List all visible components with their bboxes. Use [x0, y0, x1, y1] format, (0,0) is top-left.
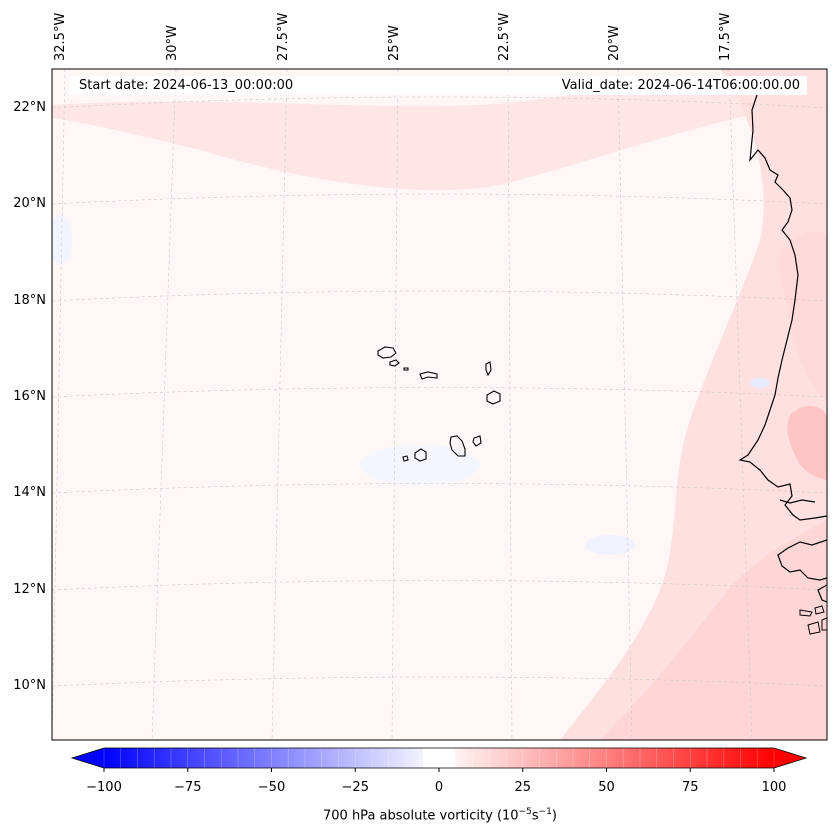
negative-vorticity-patch	[360, 445, 480, 485]
island-sao-nicolau	[419, 371, 438, 380]
island-santiago	[449, 435, 466, 457]
colorbar-tick-label: 100	[761, 780, 787, 795]
start-date-label: Start date: 2024-06-13_00:00:00	[79, 78, 294, 93]
latitude-label: 16°N	[13, 389, 46, 404]
longitude-label: 32.5°W	[53, 12, 68, 61]
colorbar-label: 700 hPa absolute vorticity (10−5s−1)	[323, 807, 557, 824]
colorbar-white-center	[423, 748, 455, 768]
valid-date-label: Valid_date: 2024-06-14T06:00:00.00	[561, 78, 800, 93]
graticule	[52, 69, 827, 740]
island-sal	[485, 361, 492, 377]
colorbar-tick-label: −25	[341, 780, 369, 795]
longitude-label: 17.5°W	[718, 12, 733, 61]
colorbar-extend-low	[72, 748, 104, 768]
colorbar-extend-high	[774, 748, 806, 768]
map-frame	[51, 68, 828, 741]
longitude-label: 20°W	[607, 25, 622, 61]
negative-vorticity-patch	[585, 535, 635, 555]
island-boa-vista	[486, 390, 501, 405]
longitude-label: 22.5°W	[497, 12, 512, 61]
longitude-label: 27.5°W	[276, 12, 291, 61]
latitude-label: 22°N	[13, 100, 46, 115]
strong-positive-vorticity-patch	[787, 405, 827, 480]
island-fogo	[414, 448, 427, 462]
date-header-strip	[70, 76, 807, 95]
latitude-label: 20°N	[13, 196, 46, 211]
colorbar-tick-label: 75	[681, 780, 699, 795]
colorbar	[70, 747, 808, 772]
longitude-label: 25°W	[387, 25, 402, 61]
positive-vorticity-band-south	[600, 520, 827, 740]
africa-coastline	[738, 94, 827, 521]
senegal-coast-south	[817, 584, 827, 603]
colorbar-tick-label: −100	[86, 780, 122, 795]
island-santo-antao	[377, 346, 397, 359]
island-brava	[402, 455, 409, 462]
colorbar-tick-label: 50	[598, 780, 615, 795]
cape-verde-islands	[377, 346, 501, 462]
negative-vorticity-patch	[52, 215, 72, 265]
positive-vorticity-band-north	[52, 74, 827, 191]
latitude-label: 18°N	[13, 293, 46, 308]
colorbar-tick-label: 0	[434, 780, 444, 795]
colorbar-tick-label: −50	[257, 780, 286, 795]
island-santa-luzia	[403, 367, 409, 371]
gambia-coastline	[779, 499, 816, 504]
latitude-label: 14°N	[13, 485, 46, 500]
bissagos-islands	[799, 605, 827, 635]
latitude-label: 10°N	[13, 678, 46, 693]
colorbar-tick-label: −75	[174, 780, 202, 795]
island-maio	[472, 435, 482, 447]
positive-vorticity-band-sahara	[778, 231, 827, 400]
longitude-label: 30°W	[165, 25, 180, 61]
latitude-label: 12°N	[13, 582, 46, 597]
colorbar-outline	[70, 747, 808, 769]
colorbar-tick-label: 25	[514, 780, 532, 795]
island-sao-vicente	[389, 359, 400, 367]
negative-vorticity-patch	[750, 378, 770, 388]
guinea-bissau-coastline	[777, 539, 827, 581]
